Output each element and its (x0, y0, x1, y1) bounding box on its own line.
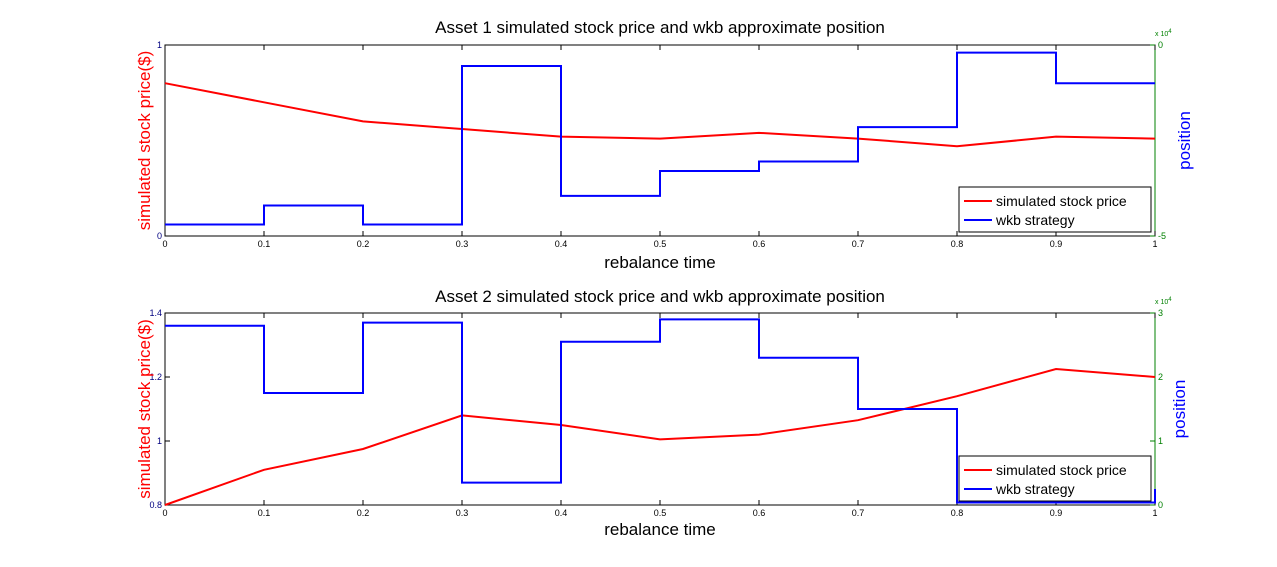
y2-exponent-base: x 10 (1155, 299, 1168, 306)
x-tick-label: 0.7 (852, 508, 865, 518)
x-tick-label: 0.2 (357, 239, 370, 249)
x-tick-label: 0 (162, 239, 167, 249)
legend-box (958, 186, 1152, 233)
y2-tick-label: -5 (1158, 231, 1166, 241)
x-axis-label: rebalance time (604, 253, 716, 272)
x-tick-label: 0.9 (1050, 239, 1063, 249)
series-wkb-strategy (165, 318, 1156, 504)
legend-label: simulated stock price (996, 462, 1127, 478)
chart-title: Asset 1 simulated stock price and wkb ap… (435, 18, 885, 37)
y2-tick-label: 1 (1158, 436, 1163, 446)
y-tick-label: 1 (157, 40, 162, 50)
x-tick-label: 0.4 (555, 239, 568, 249)
y2-axis-label: position (1170, 380, 1189, 439)
y2-tick-label: 3 (1158, 308, 1163, 318)
x-tick-label: 0.8 (951, 508, 964, 518)
x-tick-label: 0 (162, 508, 167, 518)
y2-exponent-base: x 10 (1155, 31, 1168, 38)
x-tick-label: 0.3 (456, 508, 469, 518)
legend-label: wkb strategy (995, 481, 1075, 497)
y2-axis-label: position (1175, 111, 1194, 170)
legend: simulated stock price wkb strategy (958, 455, 1152, 502)
x-tick-label: 0.5 (654, 508, 667, 518)
x-tick-label: 0.3 (456, 239, 469, 249)
x-tick-label: 1 (1152, 508, 1157, 518)
x-tick-label: 1 (1152, 239, 1157, 249)
legend: simulated stock price wkb strategy (958, 186, 1152, 233)
x-tick-label: 0.1 (258, 239, 271, 249)
x-tick-label: 0.9 (1050, 508, 1063, 518)
x-tick-label: 0.4 (555, 508, 568, 518)
y-tick-label: 1.4 (149, 308, 162, 318)
y-tick-label: 1.2 (149, 372, 162, 382)
chart-panel-2: Asset 2 simulated stock price and wkb ap… (135, 287, 1189, 539)
y-tick-label: 0 (157, 231, 162, 241)
y2-tick-label: 2 (1158, 372, 1163, 382)
legend-label: simulated stock price (996, 193, 1127, 209)
y2-exponent-label: x 104 (1155, 29, 1172, 38)
series-wkb-strategy (165, 51, 1155, 226)
x-tick-label: 0.7 (852, 239, 865, 249)
y2-exponent-label: x 104 (1155, 297, 1172, 306)
y2-exponent-power: 4 (1168, 29, 1172, 35)
x-tick-label: 0.8 (951, 239, 964, 249)
y-axis-label: simulated stock price($) (135, 319, 154, 499)
x-axis-label: rebalance time (604, 520, 716, 539)
y-axis-label: simulated stock price($) (135, 51, 154, 231)
chart-panel-1: Asset 1 simulated stock price and wkb ap… (135, 18, 1194, 272)
chart-title: Asset 2 simulated stock price and wkb ap… (435, 287, 885, 306)
x-tick-label: 0.2 (357, 508, 370, 518)
legend-box (958, 455, 1152, 502)
legend-label: wkb strategy (995, 212, 1075, 228)
x-tick-label: 0.1 (258, 508, 271, 518)
x-tick-label: 0.5 (654, 239, 667, 249)
x-tick-label: 0.6 (753, 239, 766, 249)
y2-tick-label: 0 (1158, 500, 1163, 510)
series-stock-price (164, 367, 1156, 506)
series-stock-price (164, 82, 1156, 148)
y2-exponent-power: 4 (1168, 297, 1172, 303)
x-tick-label: 0.6 (753, 508, 766, 518)
y-tick-label: 1 (157, 436, 162, 446)
y2-tick-label: 0 (1158, 40, 1163, 50)
y-tick-label: 0.8 (149, 500, 162, 510)
